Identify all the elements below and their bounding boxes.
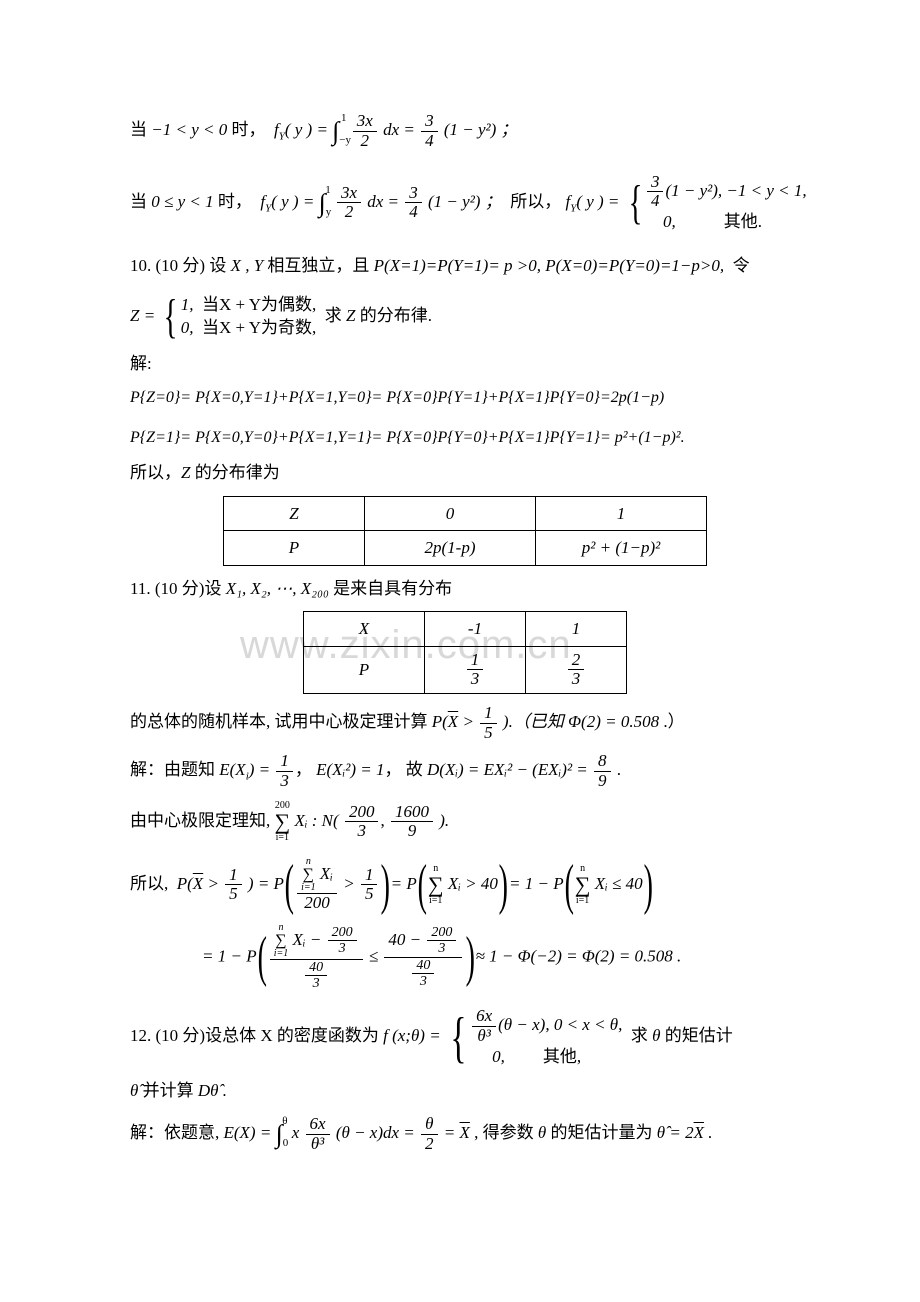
problem-11-q: 的总体的随机样本, 试用中心极定理计算 P(X > 15 ).（已知 Φ(2) … [130, 704, 800, 742]
problem-12-sol: 解：依题意, E(X) = ∫0θ x 6xθ³ (θ − x)dx = θ2 … [130, 1113, 800, 1154]
line-9b: 当 0 ≤ y < 1 时， fY( y ) = ∫y1 3x2 dx = 34… [130, 173, 800, 233]
problem-10-sol-label: 解: [130, 351, 800, 377]
problem-10-eq1: P{Z=0}= P{X=0,Y=1}+P{X=1,Y=0}= P{X=0}P{Y… [130, 386, 800, 410]
line-9a: 当 −1 < y < 0 时， fY( y ) = ∫−y1 3x2 dx = … [130, 110, 800, 151]
table-x-dist: X -1 1 P 13 23 [303, 611, 627, 694]
problem-11-sol1: 解：由题知 E(Xi) = 13， E(Xᵢ²) = 1， 故 D(Xᵢ) = … [130, 752, 800, 790]
problem-11-step1: 所以, P(X > 15 ) = P ( n∑i=1 Xᵢ 200 > 15 )… [130, 857, 800, 913]
problem-12-head: 12. (10 分)设总体 X 的密度函数为 f (x;θ) = { 6xθ³(… [130, 1007, 800, 1067]
problem-10-eq2: P{Z=1}= P{X=0,Y=0}+P{X=1,Y=1}= P{X=0}P{Y… [130, 426, 800, 450]
problem-10-head: 10. (10 分) 设 X , Y 相互独立，且 P(X=1)=P(Y=1)=… [130, 253, 800, 279]
problem-10-so: 所以，Z 的分布律为 [130, 460, 800, 486]
problem-11-head: 11. (10 分)设 X₁, X₂, ⋯, X₂₀₀ 是来自具有分布 [130, 576, 800, 602]
problem-12-line2: θ̂ 并计算 Dθ̂ . [130, 1078, 800, 1104]
problem-11-step2: = 1 − P ( n∑i=1 Xᵢ − 2003 403 ≤ 40 − 200… [130, 923, 800, 992]
table-z-dist: Z 0 1 P 2p(1-p) p² + (1−p)² [223, 496, 707, 566]
problem-11-clt: 由中心极限定理知, 200∑i=1 Xᵢ : N( 2003, 16009 ). [130, 801, 800, 843]
problem-10-z: Z = { 1, 当X + Y为偶数, 0, 当X + Y为奇数, 求 Z 的分… [130, 293, 800, 341]
document-body: 当 −1 < y < 0 时， fY( y ) = ∫−y1 3x2 dx = … [130, 110, 800, 1154]
